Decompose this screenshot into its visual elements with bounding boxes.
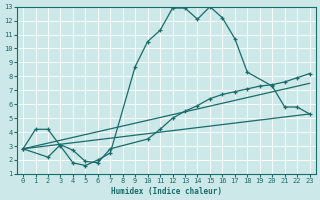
X-axis label: Humidex (Indice chaleur): Humidex (Indice chaleur) [111,187,222,196]
